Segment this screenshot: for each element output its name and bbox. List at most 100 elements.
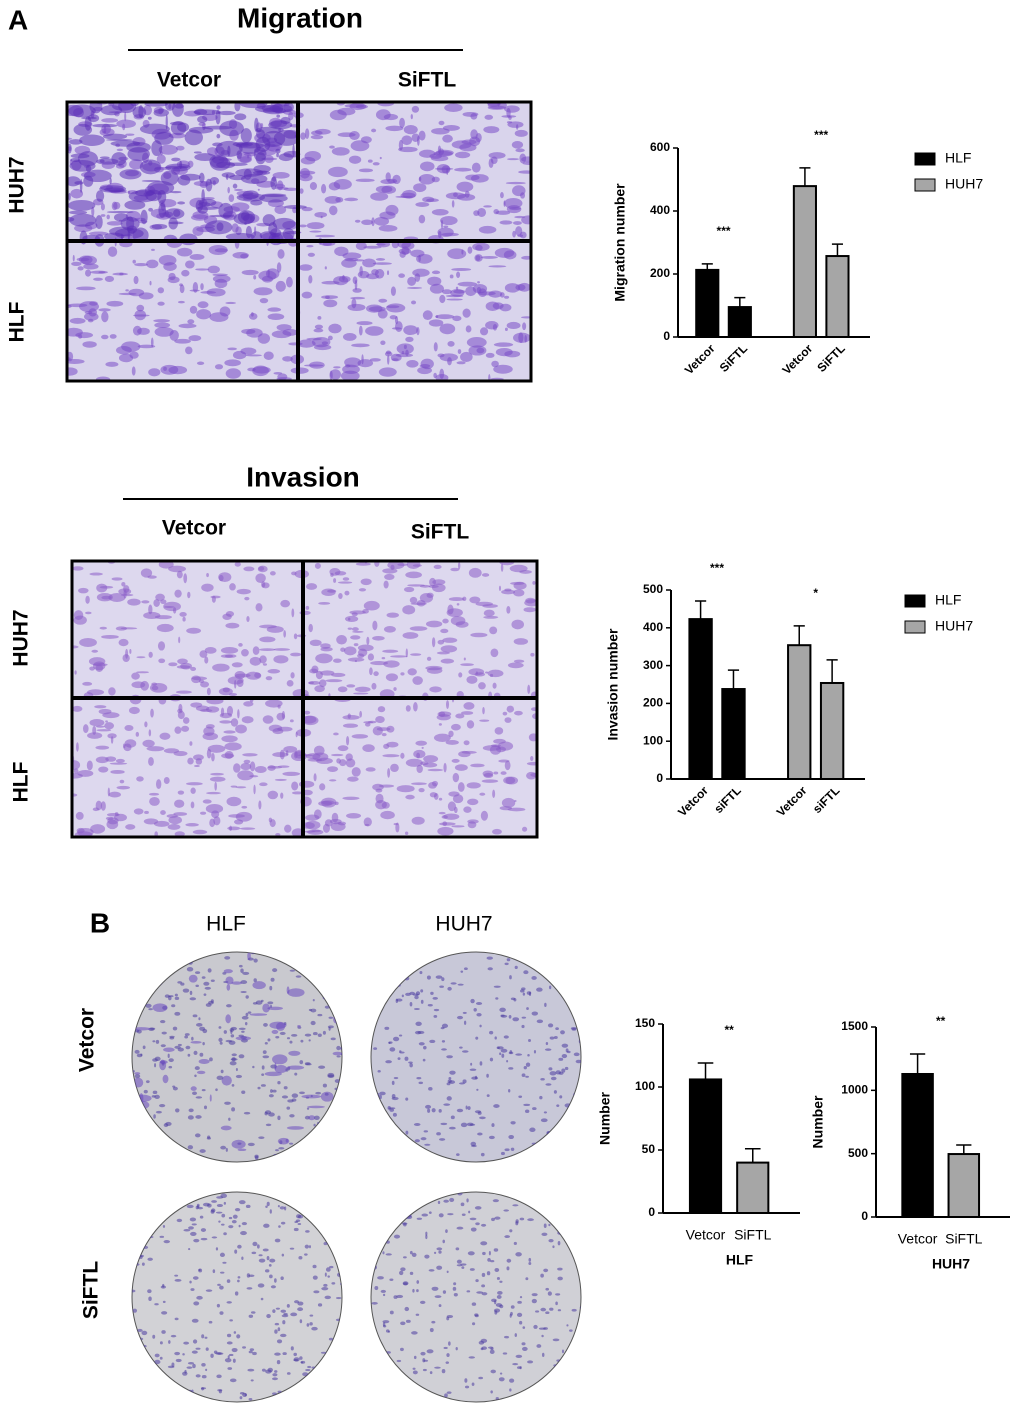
texture: [187, 591, 191, 599]
texture: [223, 1201, 226, 1205]
texture: [456, 271, 461, 279]
texture: [279, 1186, 282, 1190]
texture: [268, 817, 273, 823]
texture: [382, 1186, 389, 1190]
texture: [249, 761, 256, 772]
texture: [281, 1095, 289, 1099]
texture: [437, 1165, 444, 1168]
texture: [557, 1309, 562, 1312]
texture: [206, 687, 211, 696]
texture: [342, 796, 360, 800]
texture: [247, 1162, 254, 1166]
texture: [360, 1040, 368, 1045]
texture: [262, 715, 274, 724]
texture: [314, 211, 328, 218]
texture: [132, 1021, 137, 1024]
texture: [322, 1083, 327, 1088]
texture: [576, 1090, 581, 1094]
texture: [148, 1134, 151, 1137]
texture: [115, 346, 132, 355]
texture: [257, 1086, 261, 1090]
texture: [286, 1037, 291, 1040]
texture: [418, 130, 426, 141]
texture: [189, 741, 193, 746]
texture: [400, 1347, 404, 1352]
texture: [142, 739, 155, 748]
texture: [154, 1353, 160, 1358]
texture: [184, 129, 203, 146]
texture: [557, 1276, 563, 1281]
texture: [176, 570, 183, 579]
texture: [454, 1183, 457, 1188]
texture: [437, 1200, 441, 1204]
texture: [101, 634, 119, 639]
texture: [374, 1011, 378, 1015]
texture: [237, 1244, 242, 1249]
texture: [241, 1030, 245, 1033]
texture: [383, 1325, 387, 1328]
texture: [182, 988, 190, 993]
texture: [311, 1326, 318, 1331]
texture: [240, 347, 257, 355]
texture: [251, 1251, 257, 1255]
texture: [279, 1031, 286, 1035]
texture: [252, 1165, 259, 1169]
texture: [452, 794, 464, 804]
texture: [432, 997, 438, 1000]
texture: [412, 676, 423, 685]
texture: [188, 1194, 195, 1198]
texture: [245, 1204, 251, 1209]
texture: [338, 275, 351, 283]
texture: [396, 1397, 402, 1401]
texture: [405, 571, 423, 579]
texture: [404, 1056, 409, 1061]
texture: [366, 304, 383, 313]
texture: [136, 1123, 141, 1128]
texture: [435, 975, 443, 979]
texture: [532, 1107, 537, 1111]
texture: [319, 1219, 326, 1222]
texture: [257, 1283, 265, 1288]
texture: [283, 630, 286, 638]
texture: [441, 289, 452, 295]
texture: [265, 1205, 268, 1209]
texture: [224, 750, 234, 759]
texture: [416, 752, 421, 759]
texture: [234, 102, 241, 112]
texture: [308, 623, 313, 633]
texture: [415, 740, 428, 746]
texture: [319, 783, 326, 791]
texture: [169, 1035, 175, 1038]
texture: [501, 589, 516, 595]
texture: [555, 1027, 559, 1031]
texture: [221, 1174, 225, 1178]
texture: [428, 1211, 432, 1214]
texture: [199, 172, 205, 183]
texture: [77, 769, 94, 777]
texture: [211, 1208, 216, 1213]
texture: [190, 1231, 197, 1236]
texture: [220, 1069, 224, 1074]
texture: [83, 724, 89, 733]
texture: [421, 1213, 429, 1217]
texture: [214, 278, 228, 289]
texture: [133, 275, 139, 285]
texture: [210, 772, 224, 776]
texture: [233, 188, 243, 192]
texture: [348, 1128, 353, 1133]
texture: [571, 1234, 575, 1238]
texture: [500, 192, 504, 199]
texture: [375, 716, 385, 724]
texture: [347, 963, 354, 967]
texture: [509, 564, 528, 573]
texture: [342, 723, 359, 728]
texture: [442, 1169, 447, 1172]
texture: [293, 633, 298, 640]
texture: [414, 995, 419, 1000]
texture: [441, 1369, 446, 1374]
texture: [383, 580, 389, 589]
texture: [259, 194, 288, 203]
texture: [132, 259, 136, 264]
texture: [458, 1167, 464, 1171]
texture: [377, 706, 386, 713]
